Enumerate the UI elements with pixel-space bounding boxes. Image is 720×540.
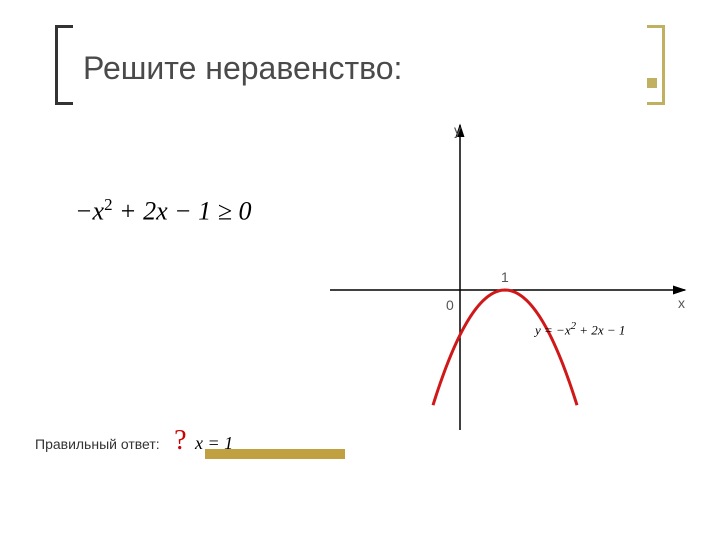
svg-text:1: 1 (501, 269, 509, 285)
svg-text:0: 0 (446, 297, 454, 313)
underline-accent (205, 449, 345, 459)
accent-square-icon (647, 78, 657, 88)
parabola-chart: y x 0 1 y = −x2 + 2x − 1 (330, 120, 690, 440)
answer-label: Правильный ответ: (35, 436, 160, 452)
svg-text:y: y (454, 122, 461, 138)
question-mark-icon: ? (174, 425, 186, 456)
chart-svg: y x 0 1 (330, 120, 690, 440)
curve-equation-label: y = −x2 + 2x − 1 (535, 320, 625, 338)
title-frame: Решите неравенство: (55, 30, 665, 100)
svg-text:x: x (678, 295, 685, 311)
inequality-expression: −x2 + 2x − 1 ≥ 0 (75, 195, 251, 227)
slide-title: Решите неравенство: (83, 50, 402, 87)
right-bracket-icon (647, 25, 665, 105)
answer-region: Правильный ответ: ? x = 1 (35, 425, 345, 475)
left-bracket-icon (55, 25, 73, 105)
